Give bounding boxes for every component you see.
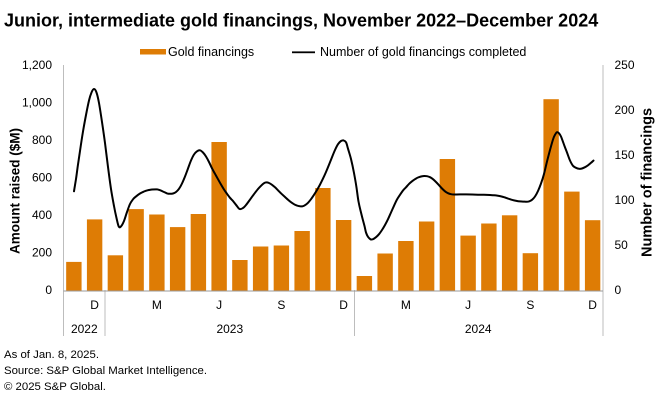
svg-text:S: S xyxy=(277,298,285,312)
svg-text:As of Jan. 8, 2025.: As of Jan. 8, 2025. xyxy=(4,349,99,361)
svg-text:2023: 2023 xyxy=(216,322,243,336)
svg-text:D: D xyxy=(588,298,597,312)
svg-text:600: 600 xyxy=(32,171,52,185)
svg-text:250: 250 xyxy=(615,58,635,72)
svg-text:© 2025 S&P Global.: © 2025 S&P Global. xyxy=(4,381,106,393)
svg-text:2024: 2024 xyxy=(465,322,492,336)
svg-text:Gold financings: Gold financings xyxy=(168,45,254,59)
svg-text:D: D xyxy=(90,298,99,312)
svg-text:D: D xyxy=(339,298,348,312)
svg-text:1,200: 1,200 xyxy=(22,58,52,72)
svg-text:100: 100 xyxy=(615,193,635,207)
svg-text:0: 0 xyxy=(615,283,622,297)
svg-text:1,000: 1,000 xyxy=(22,96,52,110)
svg-text:M: M xyxy=(401,298,411,312)
svg-text:0: 0 xyxy=(45,283,52,297)
svg-text:200: 200 xyxy=(615,103,635,117)
svg-text:M: M xyxy=(152,298,162,312)
svg-text:Amount raised ($M): Amount raised ($M) xyxy=(8,128,23,254)
svg-text:200: 200 xyxy=(32,246,52,260)
svg-text:J: J xyxy=(216,298,222,312)
svg-text:50: 50 xyxy=(615,238,629,252)
svg-text:800: 800 xyxy=(32,133,52,147)
svg-text:J: J xyxy=(465,298,471,312)
svg-text:400: 400 xyxy=(32,208,52,222)
svg-text:Junior, intermediate gold fina: Junior, intermediate gold financings, No… xyxy=(4,11,598,31)
svg-text:150: 150 xyxy=(615,148,635,162)
svg-text:Source: S&P Global Market Inte: Source: S&P Global Market Intelligence. xyxy=(4,365,207,377)
svg-text:2022: 2022 xyxy=(71,322,98,336)
svg-text:Number of gold financings comp: Number of gold financings completed xyxy=(320,45,526,59)
svg-text:Number of financings: Number of financings xyxy=(640,108,656,257)
svg-text:S: S xyxy=(526,298,534,312)
